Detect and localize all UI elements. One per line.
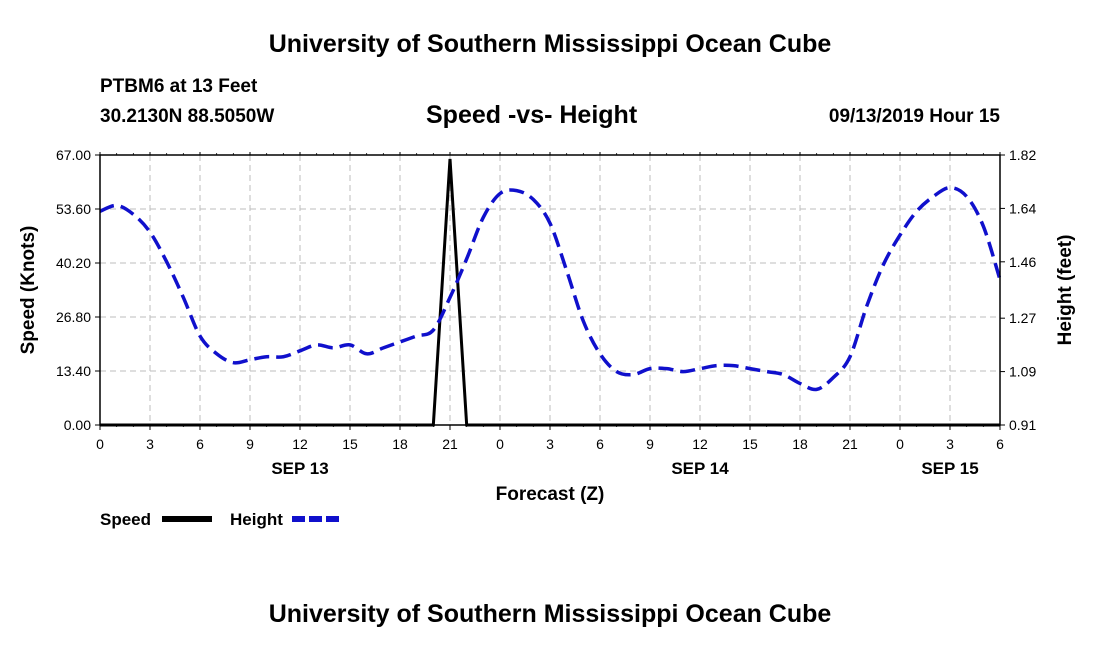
coordinates-label: 30.2130N 88.5050W xyxy=(100,106,275,127)
legend-height-label: Height xyxy=(230,510,283,529)
height-series-line xyxy=(99,185,1002,392)
x-tick-label: 18 xyxy=(392,436,408,452)
date-label: SEP 13 xyxy=(271,459,328,478)
x-tick-label: 18 xyxy=(792,436,808,452)
x-tick-label: 3 xyxy=(946,436,954,452)
x-tick-label: 3 xyxy=(546,436,554,452)
y2-axis-title: Height (feet) xyxy=(1055,235,1076,346)
y-tick-label: 0.00 xyxy=(64,417,91,433)
y-axis-title: Speed (Knots) xyxy=(18,226,39,355)
axis-labels: 0 3 6 9 12 15 18 21 0 3 6 9 12 15 18 21 0 3 6 0.00 13.40 26.8… xyxy=(18,147,1076,505)
x-axis-title: Forecast (Z) xyxy=(496,484,605,505)
legend: Speed Height xyxy=(100,510,342,529)
x-tick-label: 9 xyxy=(646,436,654,452)
x-tick-label: 0 xyxy=(496,436,504,452)
x-tick-label: 6 xyxy=(196,436,204,452)
y-tick-label: 13.40 xyxy=(56,363,91,379)
station-label: PTBM6 at 13 Feet xyxy=(100,76,258,97)
chart-title: Speed -vs- Height xyxy=(426,101,638,129)
x-tick-label: 21 xyxy=(442,436,458,452)
date-label: SEP 15 xyxy=(921,459,978,478)
y-tick-label: 26.80 xyxy=(56,309,91,325)
y-tick-label: 40.20 xyxy=(56,255,91,271)
x-tick-label: 21 xyxy=(842,436,858,452)
x-tick-label: 12 xyxy=(692,436,708,452)
x-tick-label: 9 xyxy=(246,436,254,452)
x-tick-label: 12 xyxy=(292,436,308,452)
date-label: SEP 14 xyxy=(671,459,729,478)
x-tick-label: 0 xyxy=(96,436,104,452)
legend-speed-label: Speed xyxy=(100,510,151,529)
forecast-datetime: 09/13/2019 Hour 15 xyxy=(828,106,1000,127)
y-tick-label: 67.00 xyxy=(56,147,91,163)
y2-tick-label: 1.09 xyxy=(1009,364,1036,380)
y2-tick-label: 1.82 xyxy=(1009,147,1036,163)
y2-tick-label: 1.46 xyxy=(1009,254,1036,270)
axis-ticks xyxy=(95,152,1005,430)
y2-tick-label: 1.64 xyxy=(1009,200,1036,216)
footer-title: University of Southern Mississippi Ocean… xyxy=(268,600,832,628)
x-tick-label: 6 xyxy=(596,436,604,452)
x-tick-label: 3 xyxy=(146,436,154,452)
grid-lines xyxy=(100,155,1000,425)
x-tick-label: 15 xyxy=(342,436,358,452)
page-title: University of Southern Mississippi Ocean… xyxy=(268,30,832,58)
x-tick-label: 0 xyxy=(896,436,904,452)
y2-tick-label: 0.91 xyxy=(1009,417,1036,433)
x-tick-label: 15 xyxy=(742,436,758,452)
x-tick-label: 6 xyxy=(996,436,1004,452)
y2-tick-label: 1.27 xyxy=(1009,310,1036,326)
y-tick-label: 53.60 xyxy=(56,201,91,217)
